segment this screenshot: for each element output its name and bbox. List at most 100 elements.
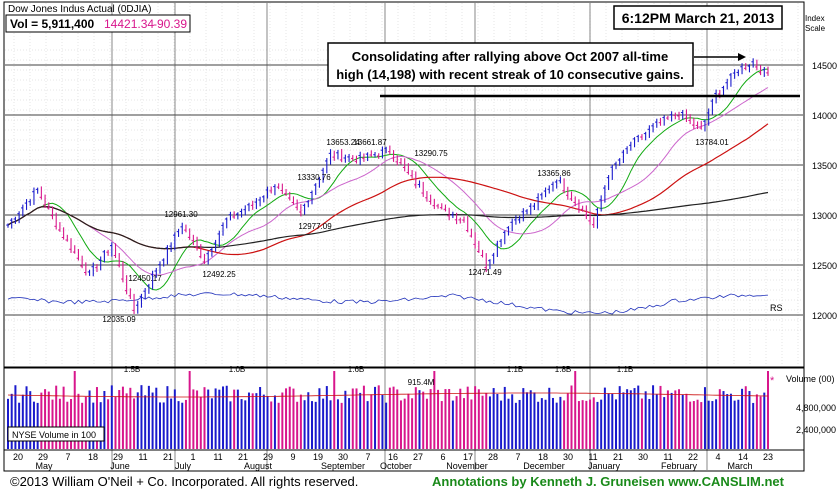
volume-spike-label: 1.1B [507,365,523,374]
date-tick-label: 19 [313,452,323,462]
month-label: November [446,461,488,471]
date-tick-label: 6 [440,452,445,462]
date-tick-label: 28 [488,452,498,462]
volume-spike-label: 915.4M [408,378,435,387]
price-tick-label: 12000 [812,311,837,321]
volume-spike-label: 1.8B [555,365,571,374]
volume-tick-low: 2,400,000 [796,425,836,435]
annotations-footer: Annotations by Kenneth J. Gruneisen www.… [432,474,784,489]
volume-star: * [770,375,775,387]
volume-spike-label: 1.1B [617,365,633,374]
swing-price-label: 12961.30 [164,210,198,219]
annotation-box [327,42,694,87]
price-panel-frame [3,1,805,368]
timestamp-box [613,5,783,30]
month-label: August [244,461,273,471]
volume-tick-high: 4,800,000 [796,403,836,413]
month-label: September [321,461,365,471]
date-tick-label: 7 [365,452,370,462]
volume-spike-label: 1.6B [348,365,364,374]
month-label: March [727,461,752,471]
date-tick-label: 21 [163,452,173,462]
month-label: June [110,461,130,471]
date-tick-label: 23 [763,452,773,462]
month-label: May [35,461,53,471]
volume-spike-label: 1.5B [124,365,140,374]
volume-label: NYSE Volume in 100 [12,430,96,440]
date-tick-label: 18 [88,452,98,462]
date-tick-label: 14 [738,452,748,462]
date-tick-label: 29 [38,452,48,462]
annotation-line-2: high (14,198) with recent streak of 10 c… [336,67,684,82]
date-tick-label: 17 [463,452,473,462]
date-tick-label: 4 [715,452,720,462]
price-tick-label: 13500 [812,161,837,171]
chart-title: Dow Jones Indus Actual (0DJIA) [8,4,151,15]
volume-average-line [7,392,768,398]
date-tick-label: 7 [515,452,520,462]
price-tick-label: 12500 [812,261,837,271]
date-tick-label: 29 [263,452,273,462]
index-scale-label-2: Scale [805,24,826,33]
price-readout: 14421.34 [104,17,154,31]
date-tick-label: 18 [538,452,548,462]
date-tick-label: 22 [688,452,698,462]
chart-labels: 12000 12500 13000 13500 14000 14500 RS 1.5B 1.0B… [13,61,837,471]
date-tick-label: 20 [13,452,23,462]
change-readout: -90.39 [153,17,187,31]
date-tick-label: 30 [638,452,648,462]
swing-price-label: 12035.09 [102,315,136,324]
month-label: December [523,461,565,471]
swing-price-label: 13330.76 [297,173,331,182]
date-tick-label: 29 [113,452,123,462]
price-tick-label: 14500 [812,61,837,71]
date-tick-label: 9 [290,452,295,462]
month-label: October [380,461,412,471]
annotation-arrow-head [738,53,746,61]
price-candles [6,58,769,315]
price-tick-label: 14000 [812,111,837,121]
month-label: January [588,461,621,471]
date-tick-label: 11 [213,452,222,462]
swing-price-label: 12450.17 [128,274,162,283]
swing-price-label: 12471.49 [468,268,502,277]
swing-price-label: 12492.25 [202,270,236,279]
index-scale-label: Index [805,14,825,23]
swing-price-label: 13290.75 [414,149,448,158]
date-tick-label: 16 [388,452,398,462]
volume-spike-label: 1.0B [229,365,245,374]
swing-price-label: 13653.24 [326,138,360,147]
date-tick-label: 11 [588,452,597,462]
quote-box [5,14,191,33]
rs-line [7,292,769,315]
month-label: February [661,461,698,471]
date-tick-label: 30 [563,452,573,462]
swing-price-label: 12977.09 [298,222,332,231]
volume-header: Volume (00) [786,374,835,384]
date-tick-label: 1 [190,452,195,462]
swing-price-label: 13784.01 [695,138,729,147]
swing-price-label: 13661.87 [353,138,387,147]
date-tick-label: 30 [338,452,348,462]
timestamp: 6:12PM March 21, 2013 [622,10,775,26]
date-tick-label: 11 [138,452,147,462]
date-tick-label: 27 [413,452,423,462]
ma-21-line [7,87,769,276]
month-label: July [175,461,192,471]
copyright-footer: ©2013 William O'Neil + Co. Incorporated.… [10,474,359,489]
date-tick-label: 21 [613,452,623,462]
price-tick-label: 13000 [812,211,837,221]
rs-label: RS [770,303,783,313]
annotation-line-1: Consolidating after rallying above Oct 2… [352,49,668,64]
swing-price-label: 13365.86 [537,169,571,178]
moving-averages [7,68,769,315]
volume-label-box [7,426,105,442]
date-tick-label: 7 [65,452,70,462]
date-axis-frame [3,449,805,472]
date-tick-label: 21 [238,452,248,462]
date-tick-label: 11 [663,452,672,462]
ma-200-line [7,191,769,250]
ma-10-line [7,68,769,291]
volume-readout: Vol = 5,911,400 [10,17,95,31]
